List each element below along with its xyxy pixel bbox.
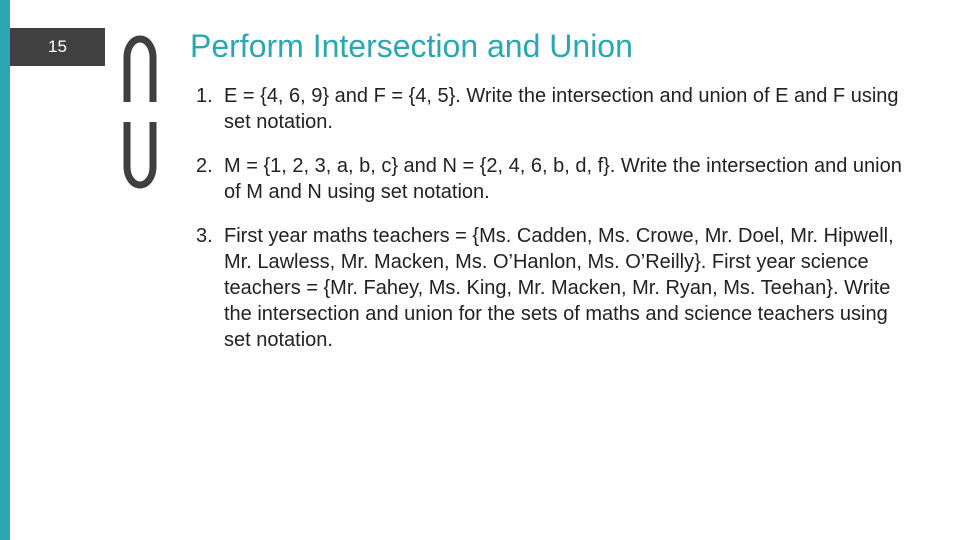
item-list: 1. E = {4, 6, 9} and F = {4, 5}. Write t…	[190, 83, 910, 353]
content-area: Perform Intersection and Union 1. E = {4…	[190, 28, 910, 371]
decorative-shapes	[115, 22, 165, 202]
item-number: 1.	[190, 83, 224, 135]
item-text: M = {1, 2, 3, a, b, c} and N = {2, 4, 6,…	[224, 153, 910, 205]
list-item: 1. E = {4, 6, 9} and F = {4, 5}. Write t…	[190, 83, 910, 135]
list-item: 3. First year maths teachers = {Ms. Cadd…	[190, 223, 910, 353]
slide-number-box: 15	[10, 28, 105, 66]
item-text: First year maths teachers = {Ms. Cadden,…	[224, 223, 910, 353]
item-number: 3.	[190, 223, 224, 353]
item-text: E = {4, 6, 9} and F = {4, 5}. Write the …	[224, 83, 910, 135]
slide-title: Perform Intersection and Union	[190, 28, 910, 65]
accent-bar	[0, 0, 10, 540]
item-number: 2.	[190, 153, 224, 205]
slide-number: 15	[48, 37, 67, 57]
list-item: 2. M = {1, 2, 3, a, b, c} and N = {2, 4,…	[190, 153, 910, 205]
